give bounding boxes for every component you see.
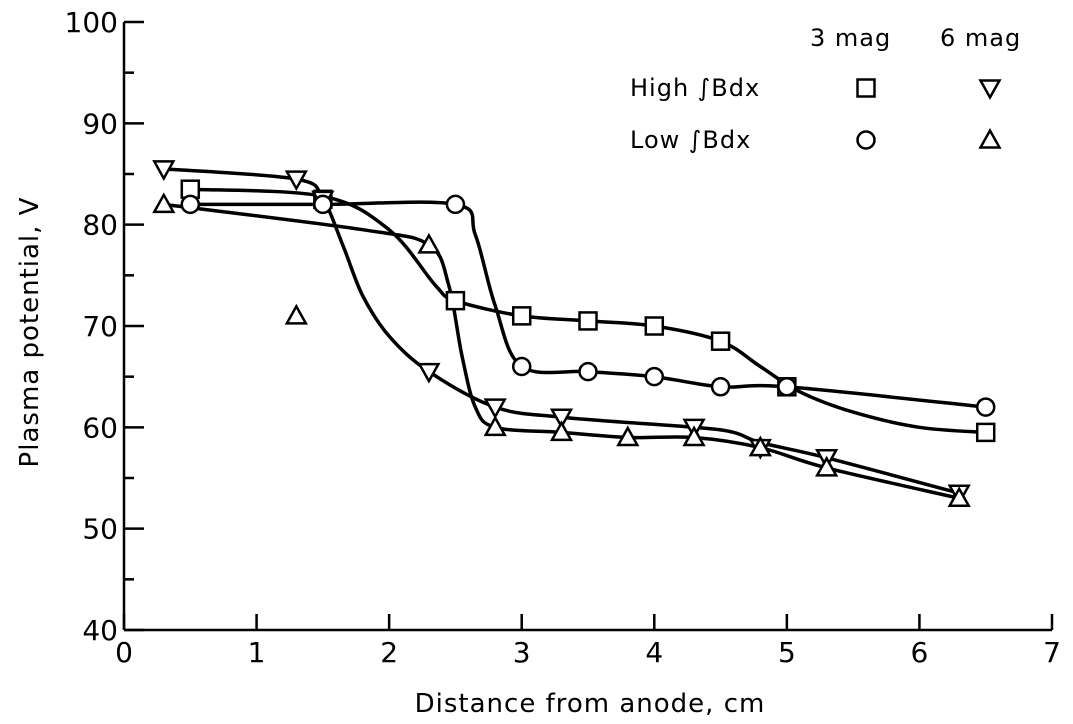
x-tick-label: 7 bbox=[1043, 636, 1061, 669]
data-point-circle bbox=[710, 377, 731, 397]
data-point-circle bbox=[578, 361, 598, 382]
series-markers bbox=[152, 160, 996, 508]
data-point-triangle-up bbox=[616, 425, 640, 447]
data-point-square bbox=[710, 331, 731, 351]
data-point-square bbox=[975, 422, 996, 443]
legend-marker-square bbox=[856, 78, 876, 98]
x-tick-label: 0 bbox=[115, 636, 133, 669]
data-point-circle bbox=[180, 194, 201, 215]
series-curve-triangle-up bbox=[162, 202, 961, 501]
x-tick-label: 2 bbox=[380, 636, 398, 669]
x-tick-label: 3 bbox=[513, 636, 531, 669]
legend-header-6mag: 6 mag bbox=[940, 24, 1021, 52]
data-point-circle bbox=[313, 194, 333, 215]
x-tick-label: 5 bbox=[778, 636, 796, 669]
data-point-circle bbox=[975, 397, 996, 417]
legend-marker-triangle-down bbox=[978, 79, 1002, 101]
data-point-triangle-up bbox=[682, 425, 706, 447]
y-tick-label: 70 bbox=[82, 310, 118, 343]
data-point-square bbox=[445, 290, 466, 311]
y-tick-label: 40 bbox=[82, 614, 118, 647]
tick-marks bbox=[122, 20, 1054, 632]
x-tick-label: 4 bbox=[645, 636, 663, 669]
legend-markers bbox=[856, 78, 1002, 150]
data-point-triangle-up bbox=[947, 486, 971, 508]
legend: 3 mag 6 mag High ∫Bdx Low ∫Bdx bbox=[630, 24, 1021, 154]
series-curve-square bbox=[188, 187, 988, 435]
data-point-triangle-up bbox=[483, 415, 507, 437]
legend-marker-triangle-up bbox=[978, 127, 1002, 149]
data-point-triangle-up bbox=[417, 232, 441, 254]
data-point-triangle-up bbox=[284, 303, 308, 325]
data-point-triangle-down bbox=[152, 160, 176, 181]
data-point-triangle-down bbox=[284, 170, 308, 192]
legend-header-3mag: 3 mag bbox=[810, 24, 891, 52]
data-point-square bbox=[578, 311, 598, 331]
legend-row-high: High ∫Bdx bbox=[630, 74, 760, 102]
data-point-triangle-down bbox=[417, 362, 441, 384]
data-point-square bbox=[644, 316, 665, 336]
x-axis-title: Distance from anode, cm bbox=[415, 689, 766, 719]
y-tick-label: 100 bbox=[65, 6, 118, 39]
data-point-square bbox=[511, 306, 532, 326]
legend-row-low: Low ∫Bdx bbox=[630, 126, 751, 154]
data-point-circle bbox=[777, 377, 797, 397]
x-tick-label: 6 bbox=[911, 636, 929, 669]
y-tick-label: 60 bbox=[82, 411, 118, 444]
data-point-triangle-down bbox=[483, 398, 507, 420]
data-point-triangle-up bbox=[152, 192, 176, 214]
x-tick-label: 1 bbox=[248, 636, 266, 669]
series-curves bbox=[162, 167, 988, 501]
data-point-circle bbox=[511, 356, 532, 377]
data-point-circle bbox=[445, 194, 466, 215]
tick-labels: 0 1 2 3 4 5 6 7 40 50 60 70 80 90 100 bbox=[65, 6, 1061, 669]
y-tick-label: 50 bbox=[82, 513, 118, 546]
y-tick-label: 80 bbox=[82, 209, 118, 242]
y-tick-label: 90 bbox=[82, 107, 118, 140]
legend-marker-circle bbox=[856, 130, 876, 150]
data-point-circle bbox=[644, 366, 665, 387]
y-axis-title: Plasma potential, V bbox=[15, 197, 45, 468]
data-point-triangle-up bbox=[748, 435, 772, 457]
data-point-triangle-up bbox=[549, 420, 574, 442]
data-point-triangle-up bbox=[814, 455, 839, 477]
data-point-triangle-down bbox=[549, 408, 574, 430]
